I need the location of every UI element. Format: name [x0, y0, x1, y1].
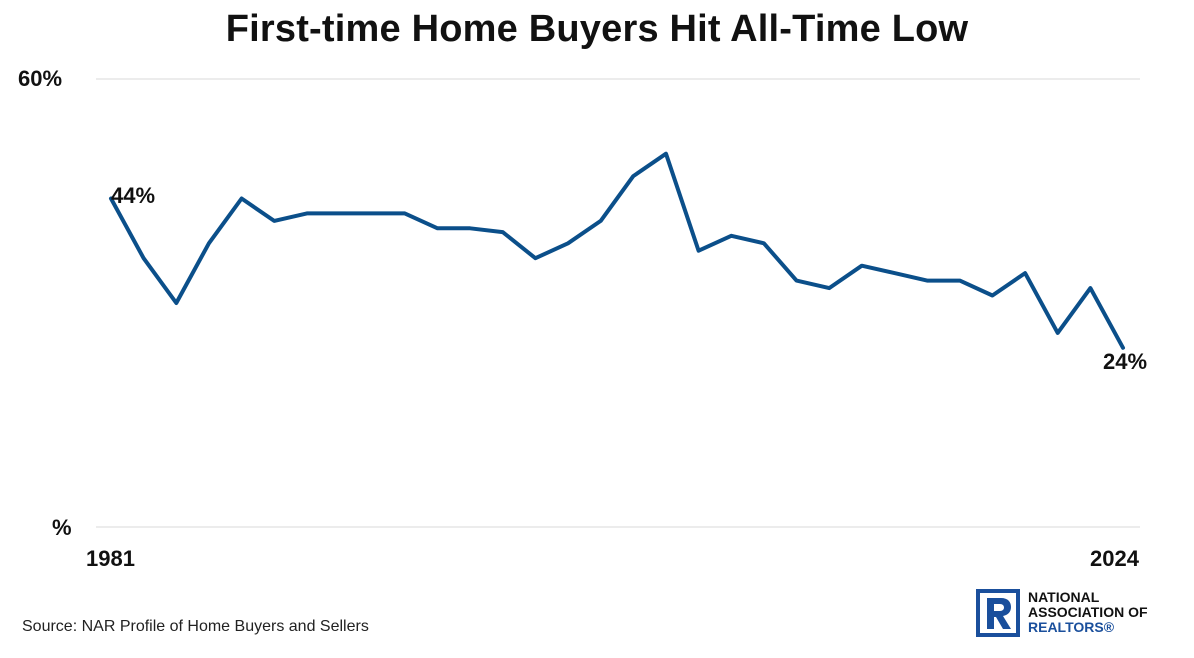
nar-logo: NATIONAL ASSOCIATION OF REALTORS® — [976, 589, 1186, 641]
series-line — [109, 151, 1125, 350]
data-point-18 — [697, 249, 701, 253]
data-point-4 — [240, 197, 244, 201]
logo-line-3: REALTORS® — [1028, 619, 1115, 635]
data-point-3 — [207, 241, 211, 245]
data-point-15 — [599, 219, 603, 223]
data-point-27 — [990, 294, 994, 298]
data-point-19 — [729, 234, 733, 238]
data-point-6 — [305, 211, 309, 215]
data-point-13 — [533, 256, 537, 260]
data-point-22 — [827, 286, 831, 290]
data-point-25 — [925, 279, 929, 283]
realtor-r-logo-icon — [976, 589, 1020, 637]
data-label-first: 44% — [111, 183, 156, 208]
data-point-12 — [501, 230, 505, 234]
source-note: Source: NAR Profile of Home Buyers and S… — [22, 618, 369, 635]
logo-line-2: ASSOCIATION OF — [1028, 604, 1148, 620]
data-point-14 — [566, 241, 570, 245]
data-point-28 — [1023, 271, 1027, 275]
data-point-7 — [338, 211, 342, 215]
chart-title: First-time Home Buyers Hit All-Time Low — [225, 8, 969, 50]
data-point-5 — [272, 219, 276, 223]
data-label-last: 24% — [1103, 349, 1148, 374]
data-point-9 — [403, 211, 407, 215]
data-point-29 — [1056, 331, 1060, 335]
x-tick-label-end: 2024 — [1090, 546, 1139, 571]
data-point-30 — [1088, 286, 1092, 290]
data-point-23 — [860, 264, 864, 268]
logo-line-1: NATIONAL — [1028, 589, 1100, 605]
data-point-26 — [958, 279, 962, 283]
data-point-11 — [468, 226, 472, 230]
data-point-8 — [370, 211, 374, 215]
data-point-10 — [436, 226, 440, 230]
logo-text: NATIONAL ASSOCIATION OF REALTORS® — [1028, 590, 1148, 635]
x-tick-label-start: 1981 — [86, 546, 135, 571]
data-point-1 — [142, 256, 146, 260]
data-point-17 — [664, 152, 668, 156]
data-point-24 — [893, 271, 897, 275]
data-point-21 — [795, 279, 799, 283]
data-point-2 — [174, 301, 178, 305]
y-tick-label-bottom: % — [52, 515, 72, 540]
y-tick-label-top: 60% — [18, 66, 63, 91]
data-point-16 — [631, 174, 635, 178]
data-point-20 — [762, 241, 766, 245]
